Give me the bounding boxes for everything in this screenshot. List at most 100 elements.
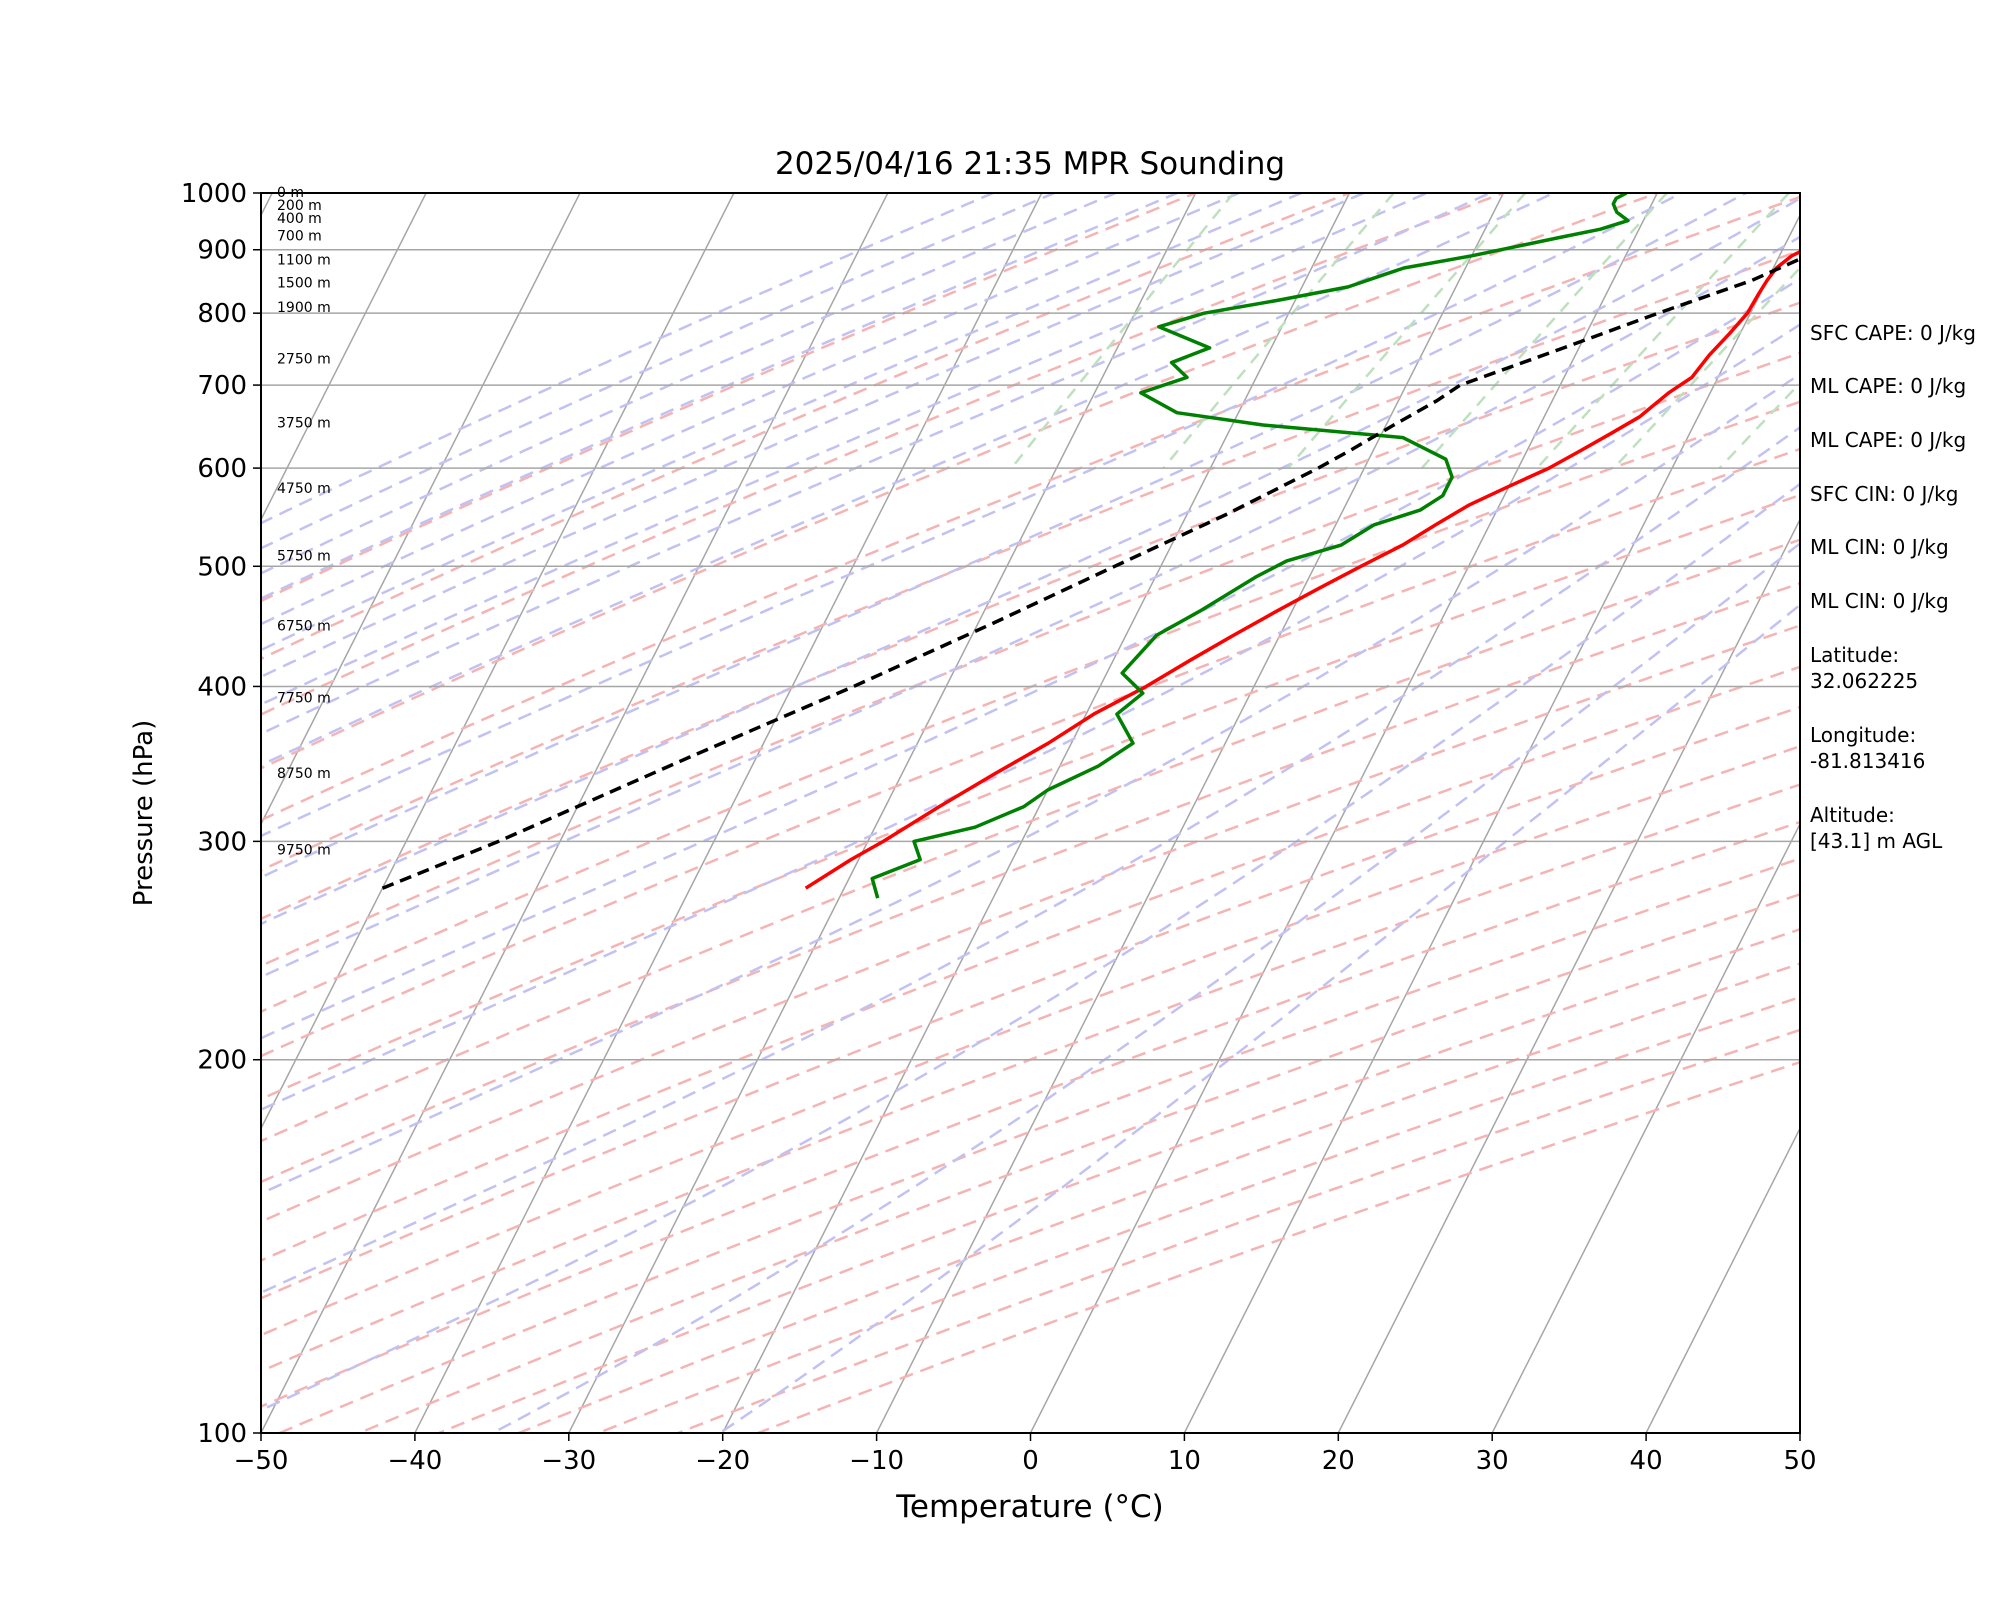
y-tick-label: 700	[197, 371, 247, 401]
isotherm-line	[1029, 193, 1659, 1433]
moist-adiabat-line	[261, 193, 1305, 652]
isotherm-line	[1337, 517, 1800, 1433]
height-annotation: 400 m	[277, 211, 322, 227]
moist-adiabat-line	[261, 193, 1058, 550]
dry-adiabat-line	[674, 1028, 1800, 1433]
mixing-ratio-line	[1420, 193, 1668, 469]
dry-adiabat-line	[356, 893, 1800, 1433]
height-annotation: 2750 m	[277, 352, 331, 368]
height-annotation: 0 m	[277, 185, 304, 201]
isotherm-line	[1491, 822, 1800, 1433]
altitude-text: Altitude: [43.1] m AGL	[1810, 803, 1943, 853]
dry-adiabat-line	[276, 857, 1800, 1433]
height-annotation: 1100 m	[277, 253, 331, 269]
dry-adiabat-line	[261, 581, 1800, 1184]
isotherm-line	[567, 193, 1197, 1433]
dry-adiabat-line	[261, 249, 1800, 872]
pressure-gridlines	[261, 248, 1800, 1061]
y-tick-label: 1000	[181, 179, 247, 209]
dry-adiabat-line	[261, 301, 1800, 921]
height-annotation: 3750 m	[277, 415, 331, 431]
moist-adiabat-line	[261, 193, 1243, 626]
dry-adiabat-line	[261, 783, 1800, 1373]
x-tick-label: 0	[1022, 1446, 1039, 1476]
temperature-line	[804, 249, 1800, 890]
ml-cin-text-2: ML CIN: 0 J/kg	[1810, 589, 1949, 613]
y-tick-label: 600	[197, 454, 247, 484]
height-annotation: 9750 m	[277, 842, 331, 858]
moist-adiabat-line	[261, 193, 1119, 575]
moist-adiabat-line	[261, 193, 1557, 767]
x-tick-label: −40	[387, 1446, 442, 1476]
dry-adiabat-line	[261, 351, 1800, 968]
y-axis-ticks: 100 200 300 400 500 600 700 800 900 1000	[181, 179, 261, 1449]
height-annotation: 1500 m	[277, 276, 331, 292]
parcel-line	[381, 257, 1800, 890]
dewpoint-line	[870, 193, 1630, 899]
dry-adiabat-line	[261, 193, 1353, 661]
mixing-ratio-line	[1613, 266, 1800, 469]
y-tick-label: 900	[197, 236, 247, 266]
moist-adiabat-line	[261, 193, 1367, 679]
dry-adiabat-line	[261, 665, 1800, 1262]
isotherm-line	[261, 193, 427, 522]
x-axis-ticks: −50 −40 −30 −20 −10 0 10 20 30 40 50	[234, 1433, 1817, 1476]
y-tick-label: 500	[197, 552, 247, 582]
isotherm-line	[0, 167, 132, 1461]
ml-cin-text: ML CIN: 0 J/kg	[1810, 535, 1949, 559]
background-lines	[0, 167, 2000, 1461]
dry-adiabat-line	[261, 193, 1661, 770]
mixing-ratio-line	[1718, 381, 1800, 469]
moist-adiabat-line	[261, 193, 1430, 706]
ml-cape-text-2: ML CAPE: 0 J/kg	[1810, 428, 1967, 452]
height-annotation: 1900 m	[277, 300, 331, 316]
x-tick-label: 10	[1168, 1446, 1201, 1476]
isotherm-line	[414, 193, 1043, 1433]
moist-adiabat-line	[490, 541, 1800, 1433]
y-tick-label: 800	[197, 299, 247, 329]
moist-adiabat-line	[261, 235, 1800, 979]
moist-adiabat-line	[261, 197, 1800, 926]
isotherm-line	[1940, 167, 2000, 1461]
isotherm-line	[1645, 1126, 1800, 1433]
isotherm-line	[261, 193, 735, 1131]
y-tick-label: 400	[197, 672, 247, 702]
x-axis-label: Temperature (°C)	[895, 1489, 1164, 1525]
x-tick-label: −20	[695, 1446, 750, 1476]
isotherm-line	[261, 193, 581, 826]
moist-adiabat-line	[261, 372, 1800, 1195]
height-annotation: 4750 m	[277, 481, 331, 497]
sfc-cape-text: SFC CAPE: 0 J/kg	[1810, 321, 1976, 345]
latitude-text: Latitude: 32.062225	[1810, 643, 1919, 693]
dry-adiabat-line	[261, 447, 1800, 1058]
dry-adiabat-line	[261, 193, 1507, 716]
y-tick-label: 300	[197, 827, 247, 857]
dry-adiabat-line	[261, 624, 1800, 1224]
height-annotation: 200 m	[277, 198, 322, 214]
x-tick-label: 50	[1783, 1446, 1816, 1476]
dry-adiabat-line	[435, 928, 1800, 1433]
moist-adiabat-line	[261, 425, 1800, 1294]
moist-adiabat-line	[261, 193, 1494, 736]
chart-title: 2025/04/16 21:35 MPR Sounding	[775, 146, 1285, 182]
y-tick-label: 100	[197, 1419, 247, 1449]
height-annotation: 6750 m	[277, 619, 331, 635]
dry-adiabat-line	[261, 745, 1800, 1337]
x-tick-label: −30	[541, 1446, 596, 1476]
x-tick-label: −10	[849, 1446, 904, 1476]
mixing-ratio-line	[1287, 193, 1527, 469]
longitude-text: Longitude: -81.813416	[1810, 723, 1926, 773]
isotherm-line	[875, 193, 1505, 1433]
x-tick-label: 40	[1630, 1446, 1663, 1476]
moist-adiabat-line	[261, 193, 1749, 879]
dry-adiabat-line	[261, 820, 1800, 1408]
mixing-ratio-line	[1536, 193, 1790, 469]
height-annotation: 5750 m	[277, 549, 331, 565]
x-tick-label: 30	[1476, 1446, 1509, 1476]
height-annotation: 8750 m	[277, 766, 331, 782]
moist-adiabat-line	[261, 323, 1800, 1112]
y-axis-label: Pressure (hPa)	[129, 720, 159, 907]
height-annotation: 7750 m	[277, 691, 331, 707]
dry-adiabat-line	[515, 962, 1800, 1433]
